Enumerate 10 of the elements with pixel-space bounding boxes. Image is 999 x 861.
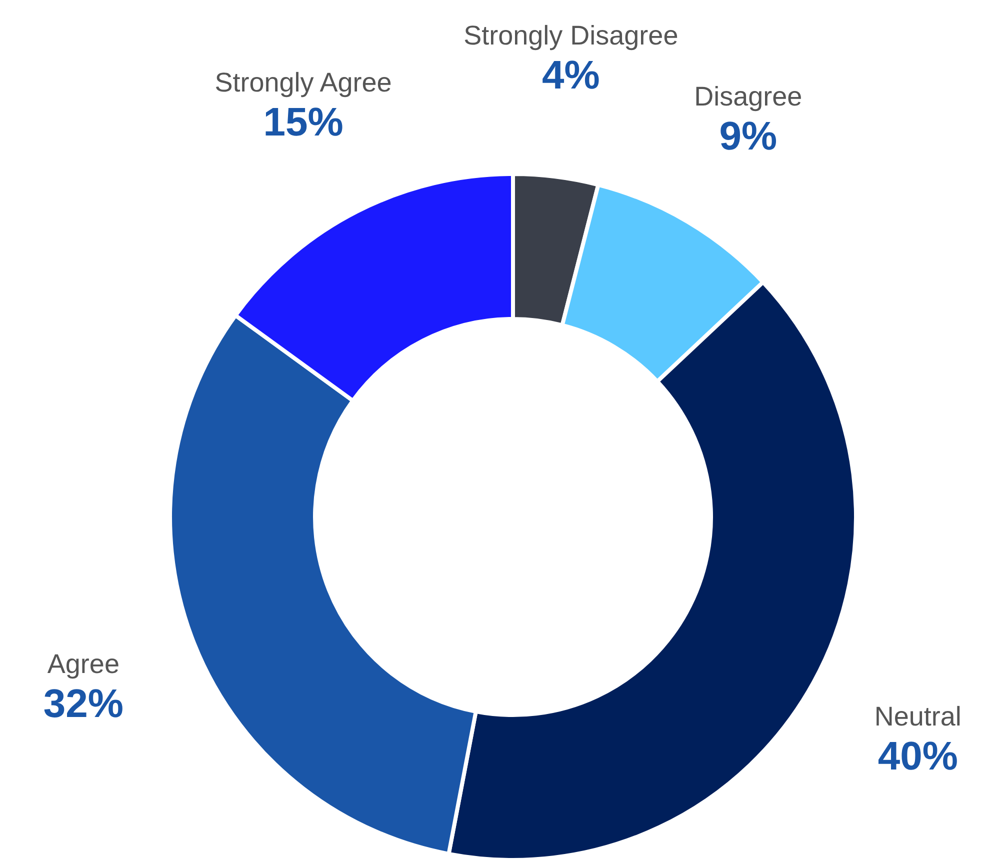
data-label: 9%: [719, 114, 778, 158]
data-label: 40%: [878, 734, 958, 779]
slice-label: Disagree: [694, 81, 802, 112]
slice-label: Agree: [47, 649, 120, 680]
slice-label: Strongly Disagree: [464, 20, 678, 51]
slice-label: Neutral: [874, 702, 962, 732]
data-label: 4%: [542, 54, 600, 98]
data-label: 15%: [263, 100, 344, 144]
data-label: 32%: [43, 682, 124, 726]
slice-label: Strongly Agree: [214, 67, 392, 98]
